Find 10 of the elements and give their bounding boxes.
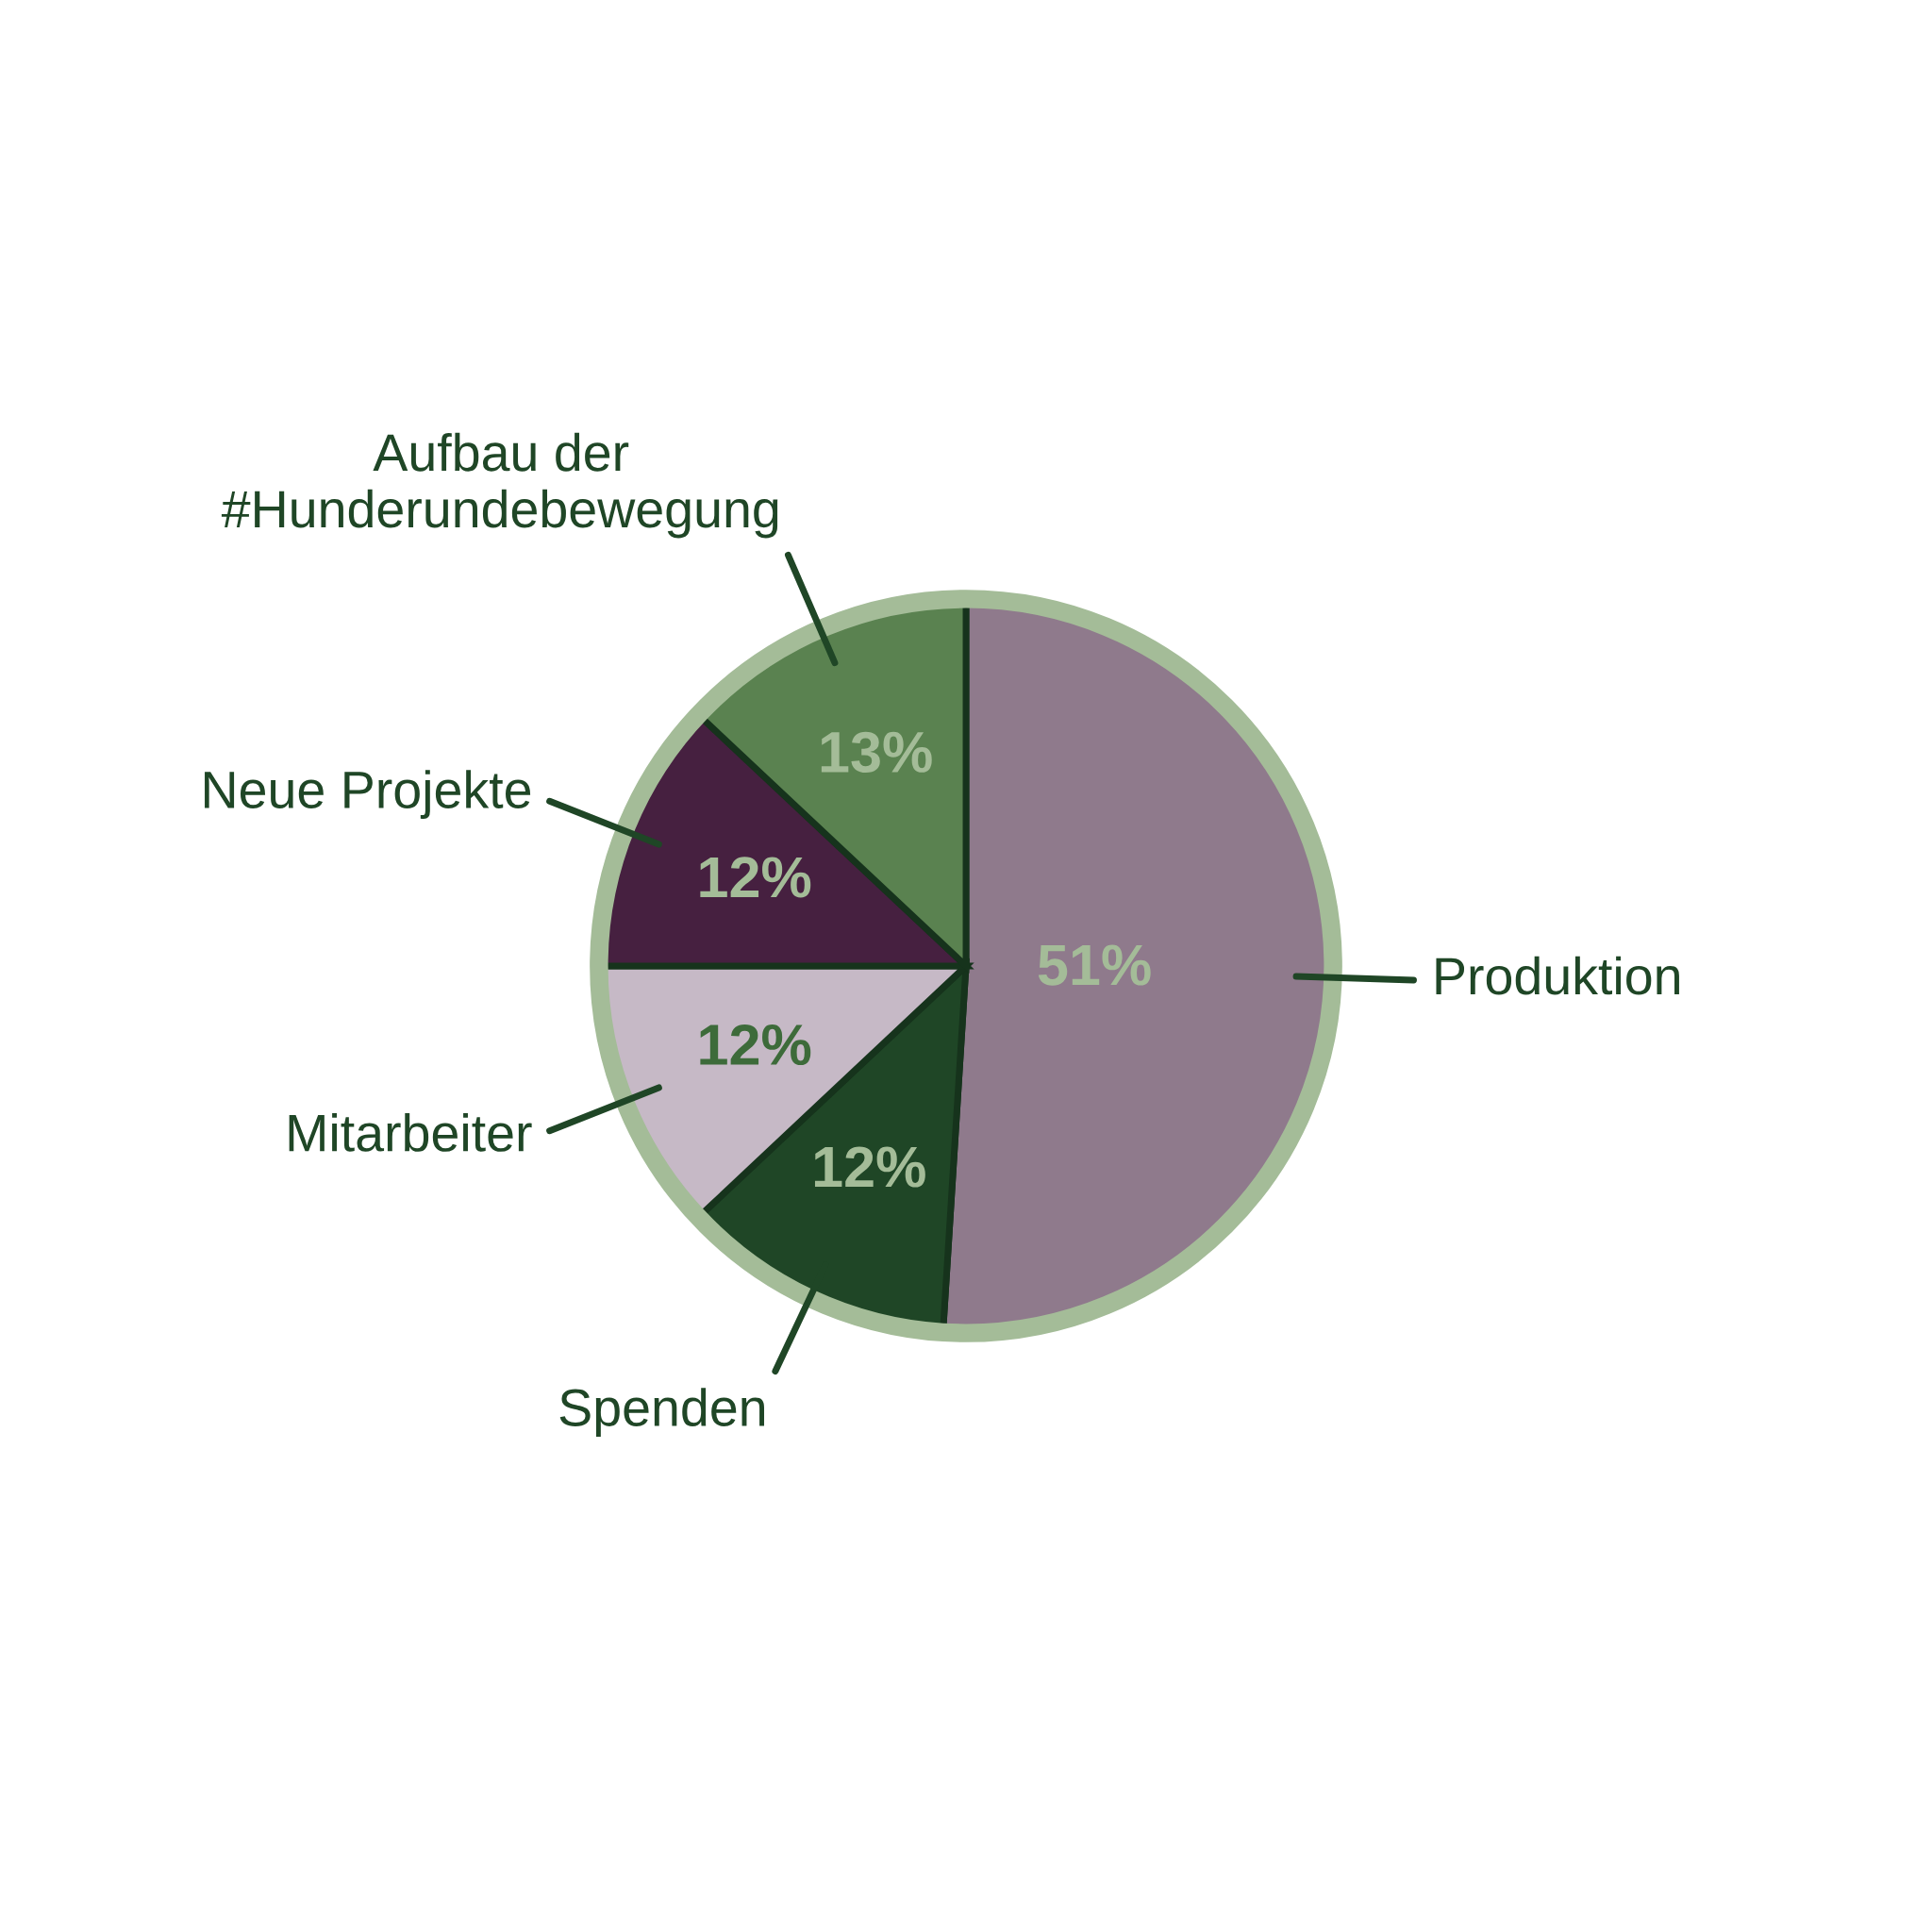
data-label: 13%: [821, 731, 932, 774]
slice-label: Neue Projekte: [205, 770, 531, 819]
slice-label: Spenden: [559, 1388, 764, 1437]
data-label: 12%: [700, 1024, 811, 1066]
slice-label: Produktion: [1436, 956, 1679, 995]
slice-label: Mitarbeiter: [289, 1113, 532, 1152]
slice-label: Aufbau der #Hunderundebewegung: [221, 432, 778, 539]
data-label: 12%: [700, 857, 811, 898]
data-label: 12%: [814, 1146, 925, 1188]
data-label: 51%: [1038, 944, 1151, 986]
